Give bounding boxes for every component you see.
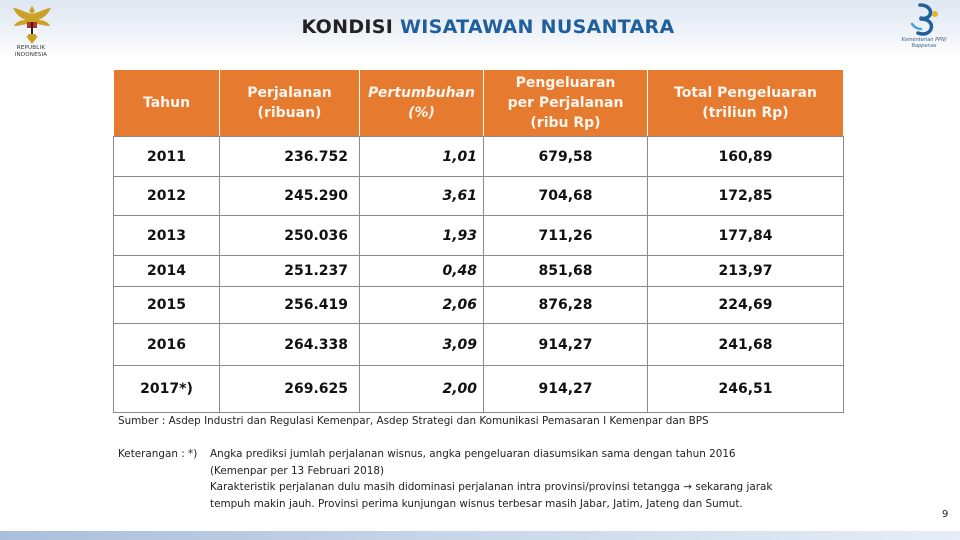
cell-total: 224,69 bbox=[647, 286, 844, 324]
cell-year: 2013 bbox=[113, 215, 220, 256]
title-part-1: KONDISI bbox=[301, 16, 401, 38]
col-header-total-spend: Total Pengeluaran (triliun Rp) bbox=[647, 69, 844, 137]
table-row: 2011 236.752 1,01 679,58 160,89 bbox=[113, 136, 844, 177]
cell-year: 2012 bbox=[113, 176, 220, 216]
cell-trips: 250.036 bbox=[219, 215, 360, 256]
table-row: 2015 256.419 2,06 876,28 224,69 bbox=[113, 286, 844, 324]
cell-year: 2011 bbox=[113, 136, 220, 177]
cell-year: 2017*) bbox=[113, 365, 220, 413]
source-note: Sumber : Asdep Industri dan Regulasi Kem… bbox=[118, 415, 709, 427]
cell-trips: 245.290 bbox=[219, 176, 360, 216]
cell-growth: 1,01 bbox=[359, 136, 484, 177]
cell-growth: 2,06 bbox=[359, 286, 484, 324]
cell-trips: 264.338 bbox=[219, 323, 360, 366]
tourism-data-table: Tahun Perjalanan (ribuan) Pertumbuhan (%… bbox=[113, 69, 844, 413]
cell-year: 2014 bbox=[113, 255, 220, 287]
cell-spend: 914,27 bbox=[483, 323, 648, 366]
title-part-2: WISATAWAN NUSANTARA bbox=[400, 16, 675, 38]
footer-band bbox=[0, 531, 960, 540]
cell-spend: 914,27 bbox=[483, 365, 648, 413]
cell-trips: 269.625 bbox=[219, 365, 360, 413]
note-line-3: Karakteristik perjalanan dulu masih dido… bbox=[210, 481, 773, 493]
cell-spend: 704,68 bbox=[483, 176, 648, 216]
cell-total: 177,84 bbox=[647, 215, 844, 256]
table-row: 2013 250.036 1,93 711,26 177,84 bbox=[113, 215, 844, 256]
col-header-growth: Pertumbuhan (%) bbox=[359, 69, 484, 137]
cell-trips: 251.237 bbox=[219, 255, 360, 287]
col-header-trips: Perjalanan (ribuan) bbox=[219, 69, 360, 137]
cell-year: 2015 bbox=[113, 286, 220, 324]
note-body: Angka prediksi jumlah perjalanan wisnus,… bbox=[210, 446, 850, 512]
garuda-emblem-icon bbox=[13, 6, 51, 44]
cell-growth: 3,61 bbox=[359, 176, 484, 216]
cell-total: 160,89 bbox=[647, 136, 844, 177]
col-header-year: Tahun bbox=[113, 69, 220, 137]
table-row: 2014 251.237 0,48 851,68 213,97 bbox=[113, 255, 844, 287]
cell-total: 213,97 bbox=[647, 255, 844, 287]
table-header-row: Tahun Perjalanan (ribuan) Pertumbuhan (%… bbox=[113, 69, 844, 137]
page-number: 9 bbox=[942, 509, 949, 520]
note-line-2: (Kemenpar per 13 Februari 2018) bbox=[210, 464, 385, 477]
table-row: 2016 264.338 3,09 914,27 241,68 bbox=[113, 323, 844, 366]
cell-growth: 0,48 bbox=[359, 255, 484, 287]
note-line-4: tempuh makin jauh. Provinsi perima kunju… bbox=[210, 497, 743, 510]
bappenas-logo-icon bbox=[910, 3, 938, 36]
note-label: Keterangan : *) bbox=[118, 448, 198, 460]
cell-spend: 711,26 bbox=[483, 215, 648, 256]
cell-spend: 851,68 bbox=[483, 255, 648, 287]
table-row: 2017*) 269.625 2,00 914,27 246,51 bbox=[113, 365, 844, 413]
cell-total: 246,51 bbox=[647, 365, 844, 413]
cell-total: 241,68 bbox=[647, 323, 844, 366]
left-logo-caption: REPUBLIK INDONESIA bbox=[14, 45, 48, 58]
cell-growth: 3,09 bbox=[359, 323, 484, 366]
cell-spend: 679,58 bbox=[483, 136, 648, 177]
cell-growth: 2,00 bbox=[359, 365, 484, 413]
cell-trips: 236.752 bbox=[219, 136, 360, 177]
cell-trips: 256.419 bbox=[219, 286, 360, 324]
col-header-spend-per-trip: Pengeluaran per Perjalanan (ribu Rp) bbox=[483, 69, 648, 137]
cell-year: 2016 bbox=[113, 323, 220, 366]
right-logo-caption: Kementerian PPN/ Bappenas bbox=[901, 37, 947, 49]
note-line-1: Angka prediksi jumlah perjalanan wisnus,… bbox=[210, 448, 736, 460]
table-row: 2012 245.290 3,61 704,68 172,85 bbox=[113, 176, 844, 216]
header-band bbox=[0, 0, 960, 58]
cell-total: 172,85 bbox=[647, 176, 844, 216]
cell-growth: 1,93 bbox=[359, 215, 484, 256]
page-title: KONDISI WISATAWAN NUSANTARA bbox=[0, 16, 960, 38]
cell-spend: 876,28 bbox=[483, 286, 648, 324]
